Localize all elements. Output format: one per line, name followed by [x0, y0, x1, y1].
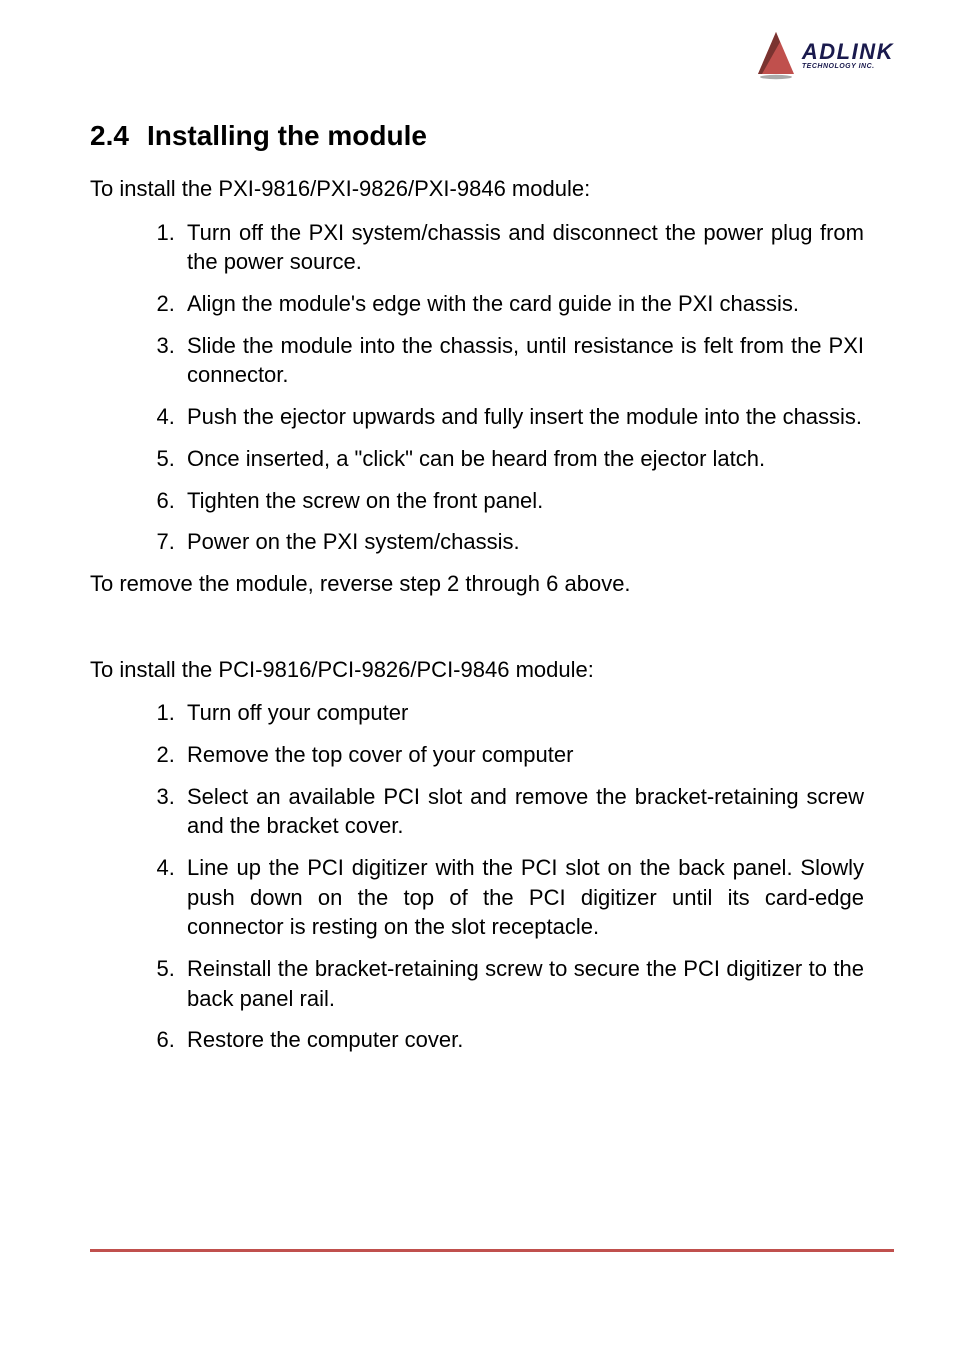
list-item: Once inserted, a "click" can be heard fr… — [181, 444, 864, 474]
logo-brand: ADLINK — [802, 41, 894, 63]
heading-title: Installing the module — [147, 120, 427, 151]
list-item: Turn off the PXI system/chassis and disc… — [181, 218, 864, 277]
list-item: Tighten the screw on the front panel. — [181, 486, 864, 516]
brand-logo: ADLINK TECHNOLOGY INC. — [756, 30, 894, 80]
list-item: Align the module's edge with the card gu… — [181, 289, 864, 319]
footer-divider — [90, 1249, 894, 1252]
list-item: Power on the PXI system/chassis. — [181, 527, 864, 557]
pxi-intro: To install the PXI-9816/PXI-9826/PXI-984… — [90, 174, 864, 204]
section-gap — [90, 599, 864, 633]
list-item: Select an available PCI slot and remove … — [181, 782, 864, 841]
logo-triangle-icon — [756, 30, 796, 80]
list-item: Reinstall the bracket-retaining screw to… — [181, 954, 864, 1013]
pci-steps-list: Turn off your computer Remove the top co… — [145, 698, 864, 1055]
pxi-outro: To remove the module, reverse step 2 thr… — [90, 569, 864, 599]
logo-text: ADLINK TECHNOLOGY INC. — [802, 41, 894, 70]
logo-tagline: TECHNOLOGY INC. — [802, 63, 894, 70]
list-item: Remove the top cover of your computer — [181, 740, 864, 770]
list-item: Slide the module into the chassis, until… — [181, 331, 864, 390]
list-item: Line up the PCI digitizer with the PCI s… — [181, 853, 864, 942]
list-item: Turn off your computer — [181, 698, 864, 728]
heading-number: 2.4 — [90, 120, 129, 152]
pci-intro: To install the PCI-9816/PCI-9826/PCI-984… — [90, 655, 864, 685]
list-item: Restore the computer cover. — [181, 1025, 864, 1055]
page-content: 2.4 Installing the module To install the … — [0, 0, 954, 1055]
list-item: Push the ejector upwards and fully inser… — [181, 402, 864, 432]
pxi-steps-list: Turn off the PXI system/chassis and disc… — [145, 218, 864, 557]
section-heading: 2.4 Installing the module — [90, 120, 864, 152]
